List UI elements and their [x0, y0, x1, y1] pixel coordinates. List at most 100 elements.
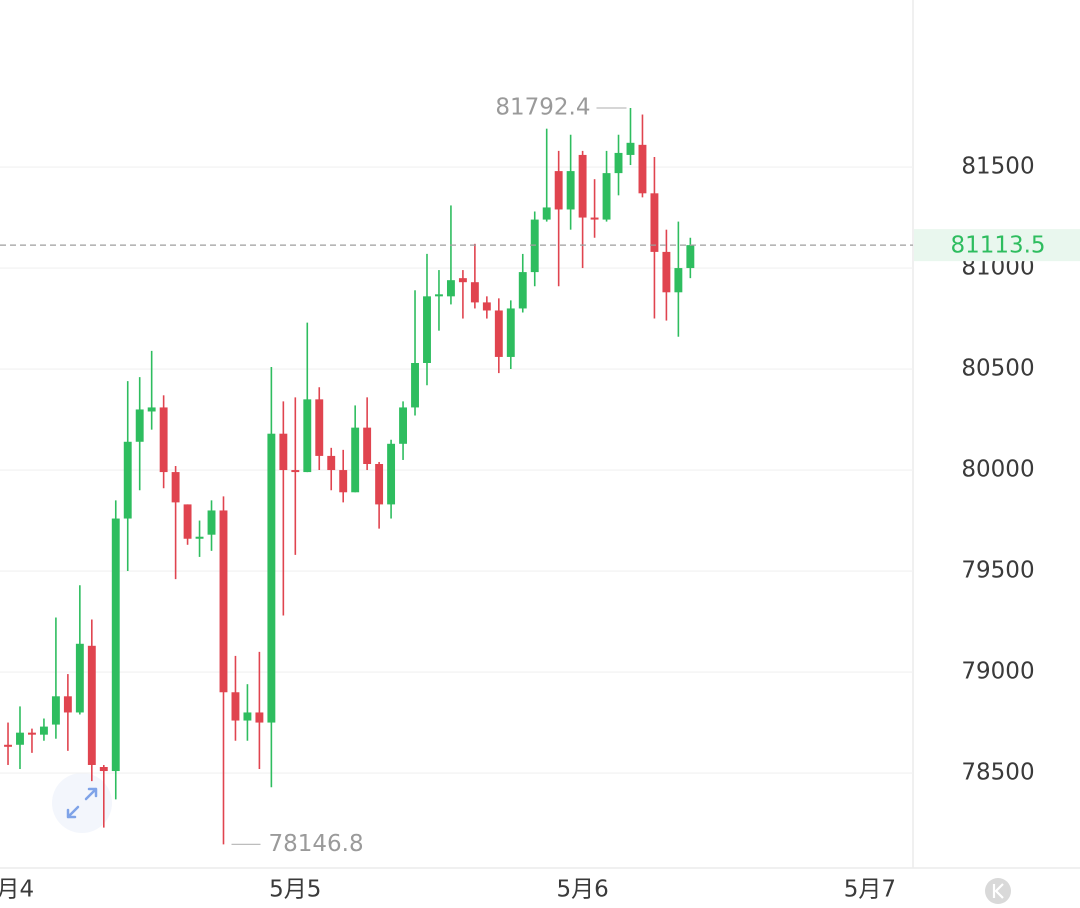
expand-button-bg[interactable]	[52, 773, 112, 833]
candle	[626, 107, 635, 166]
candle	[554, 150, 563, 287]
candle	[662, 229, 671, 321]
candle-body	[231, 692, 240, 721]
candle	[28, 728, 36, 753]
candle-body	[75, 643, 84, 713]
candle-body	[602, 173, 611, 220]
y-tick-label: 79000	[961, 659, 1034, 685]
y-tick-label: 78500	[961, 760, 1034, 786]
candle-body	[530, 219, 539, 273]
candle-body	[590, 217, 599, 220]
candle-body	[363, 427, 372, 464]
candle	[339, 449, 348, 503]
max-label: 81792.4	[495, 94, 590, 120]
candle-body	[39, 726, 48, 735]
candle	[399, 401, 408, 460]
min-label: 78146.8	[268, 831, 363, 857]
candle-body	[219, 510, 228, 693]
candle-body	[399, 407, 408, 444]
candle-body	[458, 278, 467, 283]
candle	[135, 377, 144, 491]
candle-body	[159, 407, 168, 473]
candle	[327, 447, 336, 491]
candle-body	[4, 744, 12, 747]
candle-body	[16, 732, 24, 745]
candle	[494, 298, 503, 374]
candle-body	[518, 272, 527, 309]
candle	[255, 651, 264, 770]
candle-body	[351, 427, 360, 493]
candle-body	[147, 407, 156, 412]
candle-body	[662, 251, 671, 293]
candle	[363, 397, 372, 471]
candle-body	[339, 470, 348, 493]
candle-body	[446, 280, 455, 297]
candle	[674, 221, 683, 337]
candle-body	[327, 455, 336, 471]
candle-body	[171, 472, 180, 503]
candle-body	[674, 268, 683, 293]
candle-body	[650, 193, 659, 252]
y-tick-label: 80000	[961, 457, 1034, 483]
candle-body	[506, 308, 515, 357]
candle	[638, 114, 647, 198]
candle-body	[87, 645, 96, 765]
candle	[303, 322, 312, 473]
y-tick-label: 79500	[961, 558, 1034, 584]
candle-body	[135, 409, 144, 442]
candle	[315, 387, 324, 471]
candle-body	[411, 362, 419, 408]
candle	[542, 128, 551, 222]
candle	[566, 134, 575, 230]
candle-body	[243, 712, 252, 721]
expand-button[interactable]	[52, 773, 112, 833]
candle-body	[123, 441, 132, 519]
candle-body	[255, 712, 264, 723]
candle	[231, 655, 240, 741]
candle	[482, 296, 491, 319]
candle-body	[315, 399, 324, 456]
candle	[39, 718, 48, 741]
candle	[375, 461, 384, 529]
candle	[111, 500, 120, 800]
candle	[435, 270, 443, 331]
x-tick-label: 5月6	[556, 877, 608, 903]
x-tick-label: 5月5	[269, 877, 321, 903]
candle-body	[63, 696, 72, 713]
kline-icon[interactable]	[992, 883, 1004, 899]
candle-body	[554, 171, 563, 210]
candle-body	[183, 504, 192, 539]
overlay: 785007900079500800008050081000815005月45月…	[0, 94, 1080, 903]
candle-body	[435, 294, 443, 297]
candle	[518, 253, 527, 313]
candle	[686, 237, 695, 279]
candle	[423, 253, 431, 386]
y-tick-label: 81500	[961, 154, 1034, 180]
last-price-label: 81113.5	[950, 233, 1045, 259]
candle-body	[494, 310, 503, 357]
candle	[506, 300, 515, 370]
candle-body	[111, 518, 120, 772]
candle-body	[387, 443, 396, 505]
y-tick-label: 80500	[961, 356, 1034, 382]
candle-body	[638, 144, 647, 194]
candle	[602, 150, 611, 222]
kline-button[interactable]	[985, 878, 1011, 904]
candle	[458, 270, 467, 319]
candle-body	[626, 142, 635, 155]
candle	[219, 496, 228, 845]
candle	[470, 243, 479, 309]
candle	[650, 156, 659, 319]
x-tick-label: 5月7	[844, 877, 896, 903]
kline-button-bg[interactable]	[985, 878, 1011, 904]
candle	[183, 504, 192, 545]
candle-body	[207, 510, 216, 535]
candle	[279, 401, 288, 616]
candle	[614, 134, 623, 196]
candle	[87, 619, 96, 782]
candle-body	[28, 732, 36, 735]
candle-body	[482, 302, 491, 311]
candle	[411, 290, 419, 416]
candle	[159, 395, 168, 489]
expand-icon[interactable]	[66, 787, 98, 819]
